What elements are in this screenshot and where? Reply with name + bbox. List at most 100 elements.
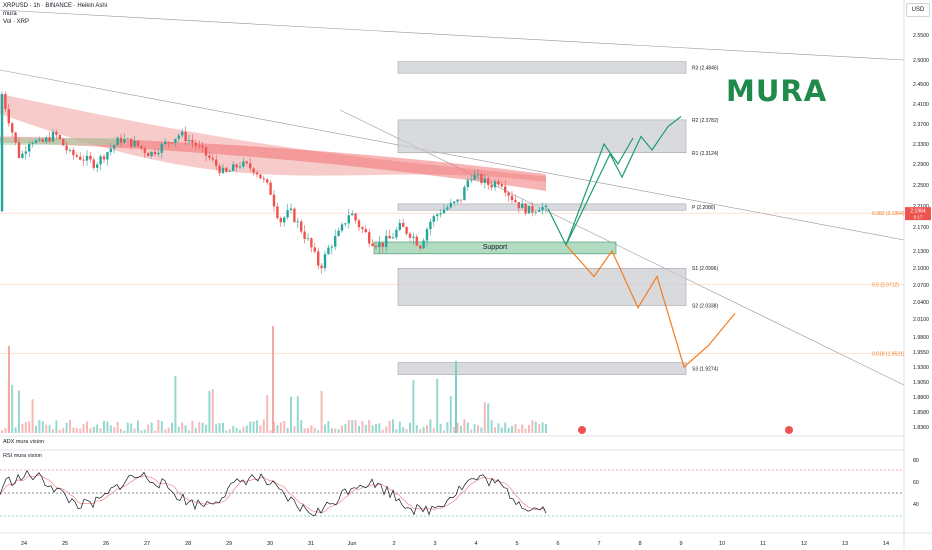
volume-bar: [334, 428, 337, 433]
candle-body: [340, 224, 344, 231]
price-tick-label: 2.0100: [913, 317, 929, 323]
candle-body: [313, 247, 316, 252]
volume-bar: [324, 424, 326, 433]
volume-bar: [524, 428, 527, 433]
currency-button[interactable]: USD: [906, 3, 930, 17]
candle-body: [374, 245, 378, 248]
candle-body: [198, 145, 201, 147]
volume-bar: [252, 421, 255, 433]
volume-bar: [103, 420, 105, 433]
volume-bar: [477, 425, 479, 433]
candle-body: [419, 245, 422, 249]
candle-body: [143, 148, 146, 153]
candle-body: [283, 217, 286, 223]
volume-bar: [446, 422, 449, 433]
indicator-legend-mura: mura: [3, 11, 17, 17]
candle-body: [79, 156, 82, 160]
volume-bar: [160, 421, 163, 433]
candle-body: [439, 213, 442, 215]
candle-body: [354, 213, 357, 221]
volume-bar: [388, 420, 391, 433]
time-tick-label: 11: [760, 541, 766, 547]
volume-bar: [222, 422, 224, 433]
projection-bull-path-b: [565, 116, 682, 246]
volume-bar: [24, 422, 27, 433]
volume-bar: [137, 420, 139, 433]
candle-body: [225, 167, 228, 172]
time-tick-label: 31: [308, 541, 314, 547]
pivot-level-label: S1 (2.0996): [692, 266, 718, 272]
pivot-level-label: R1 (2.3124): [692, 151, 719, 157]
price-tick-label: 2.3300: [913, 142, 929, 148]
volume-bar: [174, 375, 177, 433]
candle-body: [28, 144, 31, 152]
candle-body: [14, 132, 17, 143]
volume-bar: [269, 430, 272, 433]
candle-body: [480, 174, 483, 184]
volume-bar: [409, 422, 411, 433]
candle-body: [286, 210, 289, 218]
candle-body: [116, 137, 119, 146]
fib-level-label: 0.5 (2.0712): [872, 282, 899, 288]
volume-bar: [443, 430, 445, 433]
price-tick-label: 2.4100: [913, 102, 929, 108]
candle-body: [211, 157, 214, 160]
price-tick-label: 2.1000: [913, 266, 929, 272]
price-tick-label: 2.2100: [913, 204, 929, 210]
volume-bar: [398, 421, 401, 433]
candle-body: [507, 192, 510, 196]
volume-bar: [194, 427, 197, 433]
volume-bar: [167, 427, 170, 433]
volume-bar: [358, 425, 360, 433]
candle-body: [75, 155, 78, 157]
candle-body: [347, 215, 350, 224]
time-tick-label: 4: [474, 541, 477, 547]
volume-bar: [364, 424, 367, 433]
candle-body: [293, 208, 296, 223]
price-tick-label: 2.1700: [913, 225, 929, 231]
volume-bar: [514, 424, 517, 433]
candle-body: [11, 123, 14, 133]
candle-body: [344, 223, 347, 225]
candle-body: [38, 139, 41, 141]
candle-body: [252, 168, 255, 173]
volume-bar: [368, 419, 371, 433]
candle-body: [323, 254, 327, 269]
candle-body: [449, 202, 452, 208]
candle-body: [391, 237, 395, 239]
pivot-zone-s1-s2: [397, 267, 687, 306]
volume-bar: [177, 426, 180, 433]
volume-bar: [300, 420, 303, 433]
candle-body: [235, 164, 238, 168]
volume-bar: [143, 429, 146, 433]
volume-bar: [8, 346, 10, 433]
price-tick-label: 1.8800: [913, 395, 929, 401]
candle-body: [41, 139, 44, 142]
candle-body: [160, 143, 163, 153]
candle-body: [300, 221, 303, 232]
time-tick-label: 27: [144, 541, 150, 547]
candle-body: [68, 149, 72, 151]
trendline-lower: [339, 109, 905, 386]
rsi-line: [0, 469, 547, 516]
candle-body: [255, 172, 259, 175]
candle-body: [442, 209, 446, 214]
time-tick-label: 8: [638, 541, 641, 547]
candle-body: [221, 167, 225, 174]
pivot-level-label: R3 (2.4846): [692, 65, 719, 71]
candle-body: [140, 146, 143, 149]
candle-body: [500, 184, 503, 187]
volume-bar: [41, 421, 44, 433]
candle-body: [167, 141, 170, 143]
candle-body: [330, 246, 333, 248]
candle-body: [538, 210, 541, 212]
pivot-level-label: P (2.2080): [692, 205, 716, 211]
trendline-middle: [0, 69, 905, 241]
volume-bar: [218, 423, 221, 433]
candle-body: [541, 207, 544, 211]
volume-bar: [517, 429, 520, 433]
volume-bar: [188, 430, 190, 433]
price-tick-label: 1.8360: [913, 425, 929, 431]
candle-body: [398, 222, 401, 230]
